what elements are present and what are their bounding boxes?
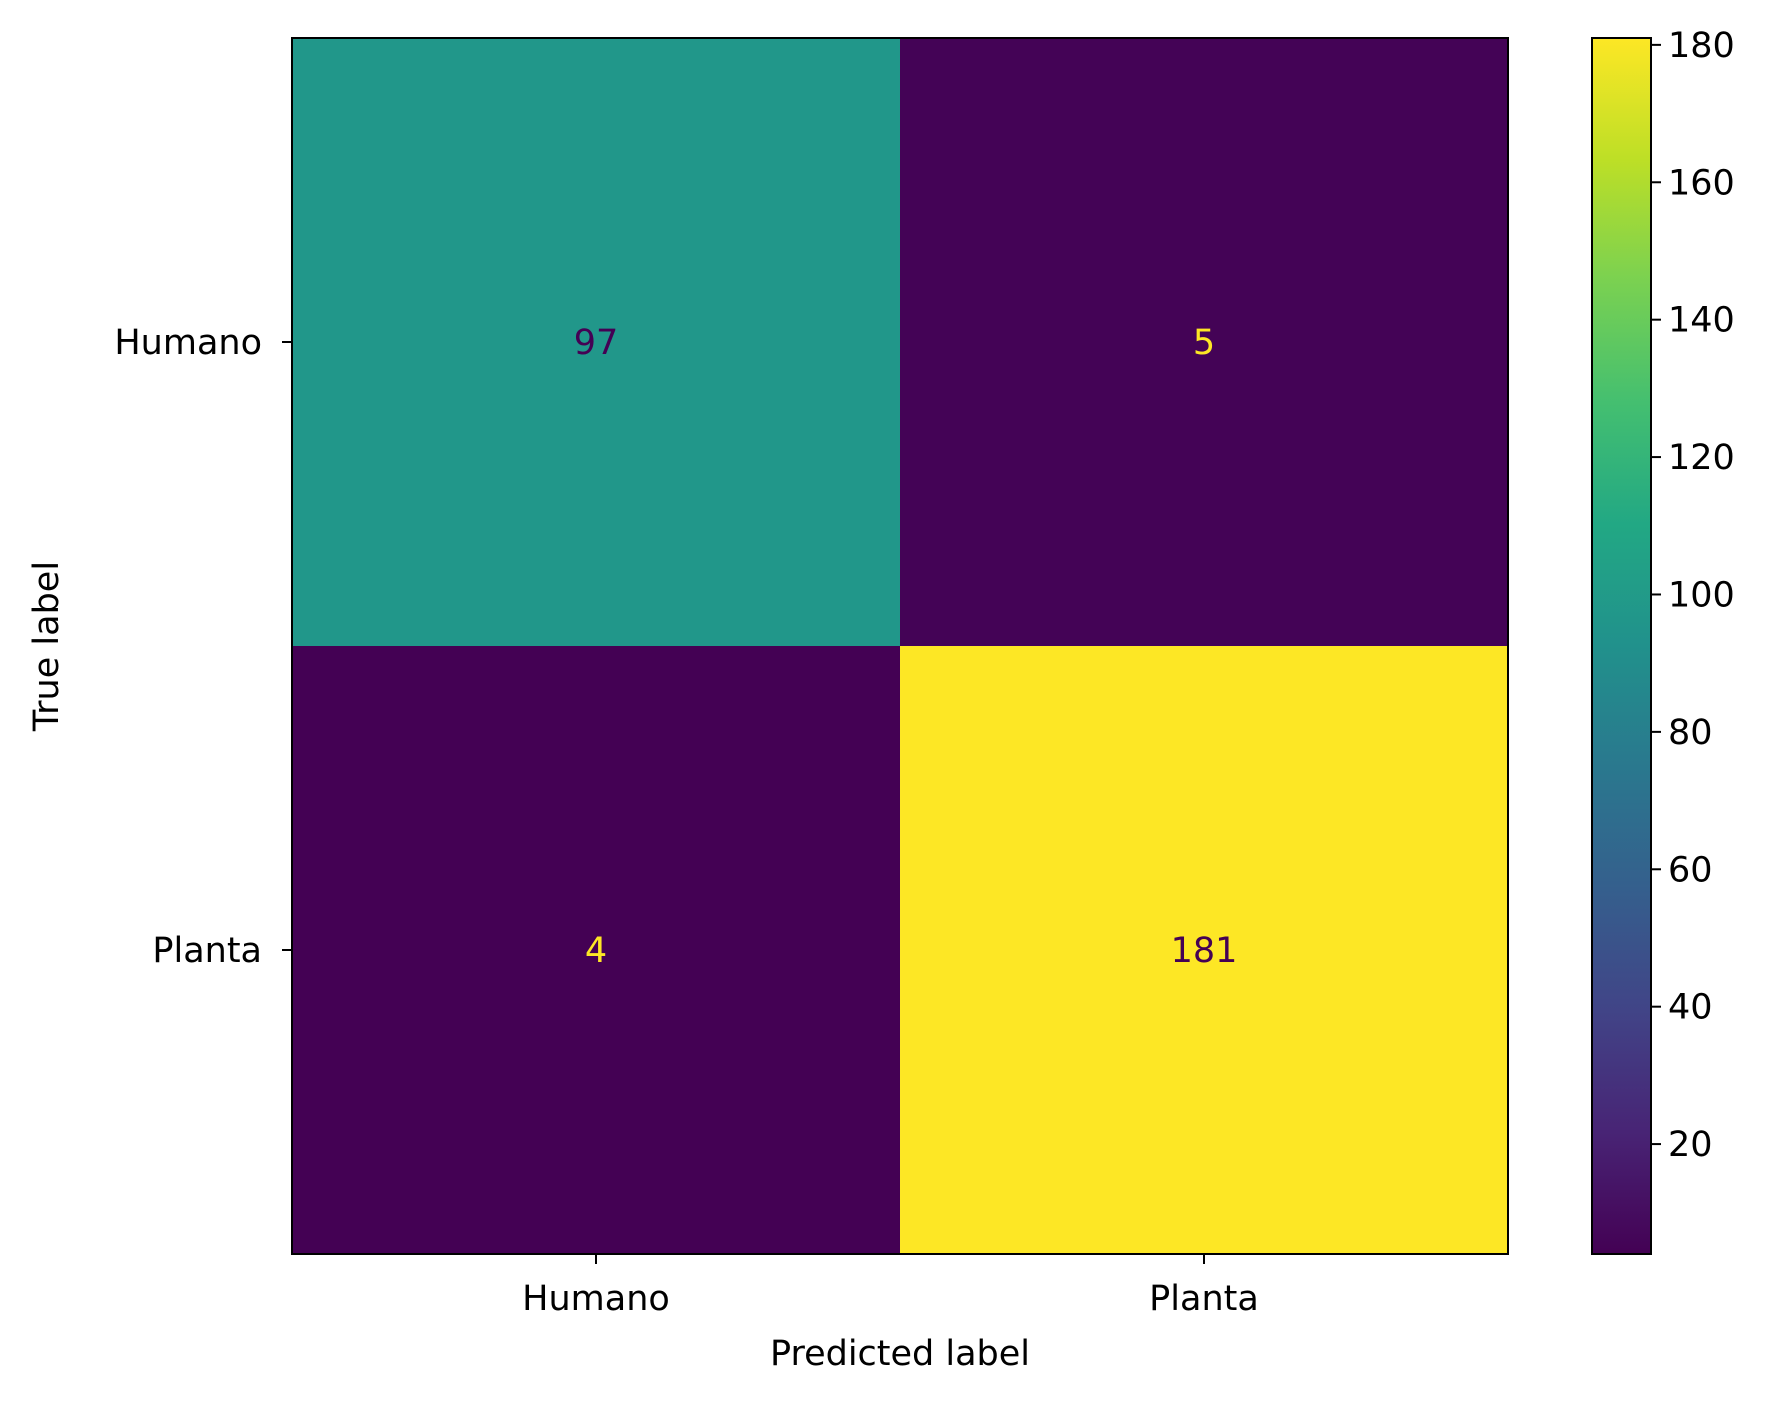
colorbar-tick-label: 140 bbox=[1668, 301, 1735, 341]
colorbar-tick-label: 120 bbox=[1668, 438, 1735, 478]
heatmap-cell bbox=[292, 646, 900, 1254]
colorbar-ticks: 20 40 60 80 100 120 140 160 180 bbox=[1651, 26, 1735, 1165]
cell-value-label: 97 bbox=[574, 323, 619, 363]
heatmap-cells bbox=[292, 38, 1508, 1254]
cell-value-label: 4 bbox=[585, 931, 607, 971]
colorbar-tick-label: 80 bbox=[1668, 713, 1713, 753]
y-axis-ticks: Humano Planta bbox=[114, 323, 292, 971]
heatmap-cell bbox=[292, 38, 900, 646]
x-tick-label: Planta bbox=[1149, 1279, 1259, 1319]
colorbar-tick-label: 40 bbox=[1668, 988, 1713, 1028]
x-axis-ticks: Humano Planta bbox=[522, 1254, 1259, 1319]
x-axis-label: Predicted label bbox=[770, 1334, 1030, 1374]
heatmap-cell bbox=[900, 646, 1508, 1254]
cell-value-label: 5 bbox=[1193, 323, 1215, 363]
colorbar-tick-label: 180 bbox=[1668, 26, 1735, 66]
colorbar-tick-label: 20 bbox=[1668, 1125, 1713, 1165]
y-tick-label: Humano bbox=[114, 323, 262, 363]
colorbar-tick-label: 100 bbox=[1668, 575, 1735, 615]
heatmap-cell bbox=[900, 38, 1508, 646]
y-axis-label: True label bbox=[27, 561, 67, 732]
cell-value-label: 181 bbox=[1171, 931, 1238, 971]
plot-frame bbox=[291, 37, 1509, 1255]
x-tick-label: Humano bbox=[522, 1279, 670, 1319]
colorbar bbox=[1591, 37, 1652, 1255]
colorbar-tick-label: 160 bbox=[1668, 163, 1735, 203]
colorbar-tick-label: 60 bbox=[1668, 850, 1713, 890]
cell-value-labels: 97 5 4 181 bbox=[574, 323, 1238, 971]
y-tick-label: Planta bbox=[152, 931, 262, 971]
